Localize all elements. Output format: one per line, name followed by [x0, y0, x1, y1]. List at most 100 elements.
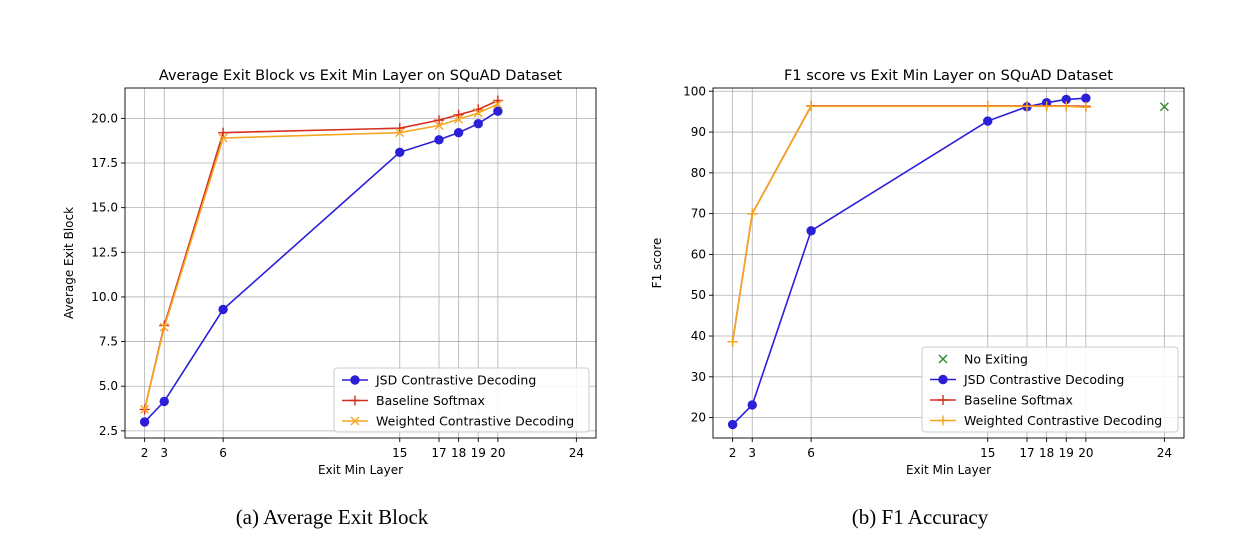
y-tick-label: 20	[691, 411, 706, 425]
data-point	[159, 322, 169, 332]
plot-frame	[124, 87, 597, 439]
legend-marker	[350, 395, 360, 406]
legend-label: Weighted Contrastive Decoding	[376, 414, 574, 429]
y-tick-label: 10.0	[91, 290, 118, 304]
y-tick-label: 17.5	[91, 156, 118, 170]
data-point	[395, 147, 405, 157]
series-jsd-contrastive-decoding	[727, 93, 1091, 430]
caption-a: (a) Average Exit Block	[235, 505, 429, 529]
series-baseline-softmax	[727, 100, 1091, 347]
legend-item-jsd-contrastive-decoding: JSD Contrastive Decoding	[342, 373, 536, 388]
y-tick-label: 15.0	[91, 201, 118, 215]
x-tick-label: 20	[490, 446, 505, 460]
data-point	[806, 226, 816, 236]
data-point	[1080, 102, 1091, 113]
data-point	[493, 106, 503, 116]
legend: No Exiting JSD Contrastive Decoding Baseli…	[921, 346, 1179, 433]
chart-title: F1 score vs Exit Min Layer on SQuAD Data…	[784, 68, 1113, 84]
legend-box	[333, 367, 590, 433]
x-tick-label: 3	[160, 446, 168, 460]
chart-average-exit-block: 2 3 6 15 17 18 19 20 24 2.5 5.0 7.5 10.0 12.5 15.0 17.5…	[62, 68, 597, 477]
y-tick-label: 100	[683, 84, 706, 98]
y-tick-label: 60	[691, 247, 706, 261]
data-point	[727, 336, 738, 347]
data-point	[453, 127, 464, 138]
x-tick-label: 3	[748, 446, 756, 460]
data-point	[218, 304, 228, 315]
y-tick-label: 30	[691, 370, 706, 384]
legend-marker	[938, 415, 948, 426]
legend-item-weighted-contrastive-decoding: Weighted Contrastive Decoding	[342, 414, 574, 429]
legend-label: Weighted Contrastive Decoding	[964, 413, 1162, 428]
legend-item-weighted-contrastive-decoding: Weighted Contrastive Decoding	[930, 413, 1162, 428]
data-point	[454, 114, 464, 124]
legend-label: Baseline Softmax	[964, 393, 1073, 408]
data-point	[434, 135, 444, 145]
x-tick-label: 24	[569, 446, 584, 460]
x-tick-label: 19	[471, 446, 486, 460]
data-point	[493, 99, 503, 109]
series-jsd-contrastive-decoding	[139, 106, 503, 427]
series-weighted-contrastive-decoding	[140, 99, 503, 414]
series-line	[143, 99, 499, 410]
data-point	[139, 417, 150, 427]
data-point	[727, 419, 738, 430]
legend-item-baseline-softmax: Baseline Softmax	[342, 393, 485, 408]
y-axis-label: F1 score	[650, 238, 664, 289]
legend-box	[921, 346, 1179, 433]
data-point	[159, 396, 169, 407]
y-tick-label: 50	[691, 288, 706, 302]
data-point	[434, 115, 444, 126]
x-axis-label: Exit Min Layer	[906, 463, 991, 477]
y-tick-label: 5.0	[99, 379, 118, 393]
y-tick-label: 20.0	[91, 111, 118, 125]
legend-item-no-exiting: No Exiting	[938, 352, 1028, 367]
legend-label: Baseline Softmax	[376, 393, 485, 408]
data-point	[394, 123, 405, 134]
legend-marker	[938, 395, 948, 405]
chart-title: Average Exit Block vs Exit Min Layer on …	[159, 68, 562, 84]
data-point	[218, 127, 229, 138]
y-tick-label: 7.5	[99, 335, 118, 349]
data-point	[747, 400, 757, 410]
legend-marker	[350, 416, 360, 426]
data-point	[140, 404, 150, 414]
data-point	[218, 133, 228, 143]
tick-labels: 2 3 6 15 17 18 19 20 24 2.5 5.0 7.5 10.0 12.5 15.0 17.5…	[91, 111, 584, 460]
legend-item-jsd-contrastive-decoding: JSD Contrastive Decoding	[930, 372, 1124, 387]
y-tick-label: 80	[691, 166, 706, 180]
y-tick-label: 40	[691, 329, 706, 343]
data-point	[473, 119, 483, 129]
tick-labels: 2 3 6 15 17 18 19 20 24 20 30 40 50 60 70 80 90 100	[683, 84, 1172, 460]
data-point	[806, 101, 817, 112]
series-weighted-contrastive-decoding	[727, 101, 1091, 347]
caption-b: (b) F1 Accuracy	[851, 505, 989, 529]
x-tick-label: 20	[1078, 446, 1093, 460]
y-axis-label: Average Exit Block	[62, 207, 76, 319]
plot-frame	[712, 87, 1185, 439]
y-tick-label: 12.5	[91, 245, 118, 259]
series-line	[143, 103, 499, 410]
x-tick-label: 19	[1059, 446, 1074, 460]
x-tick-label: 24	[1157, 446, 1172, 460]
x-tick-label: 2	[729, 446, 737, 460]
data-point	[1061, 101, 1072, 112]
x-tick-label: 2	[141, 446, 149, 460]
x-tick-label: 15	[392, 446, 407, 460]
x-tick-label: 18	[1039, 446, 1054, 460]
data-point	[434, 121, 444, 130]
series-baseline-softmax	[139, 95, 503, 415]
grid-lines	[125, 88, 596, 438]
y-tick-label: 90	[691, 125, 706, 139]
chart-f1-score: 2 3 6 15 17 18 19 20 24 20 30 40 50 60 70 80 90 100 F1 sco…	[650, 68, 1185, 477]
data-point	[1041, 101, 1052, 112]
data-point	[982, 101, 993, 112]
x-tick-label: 6	[219, 446, 227, 460]
x-tick-label: 18	[451, 446, 466, 460]
x-tick-label: 6	[807, 446, 815, 460]
x-axis-label: Exit Min Layer	[318, 463, 403, 477]
data-point	[1081, 93, 1091, 103]
data-point	[747, 208, 758, 219]
y-tick-label: 2.5	[99, 424, 118, 438]
